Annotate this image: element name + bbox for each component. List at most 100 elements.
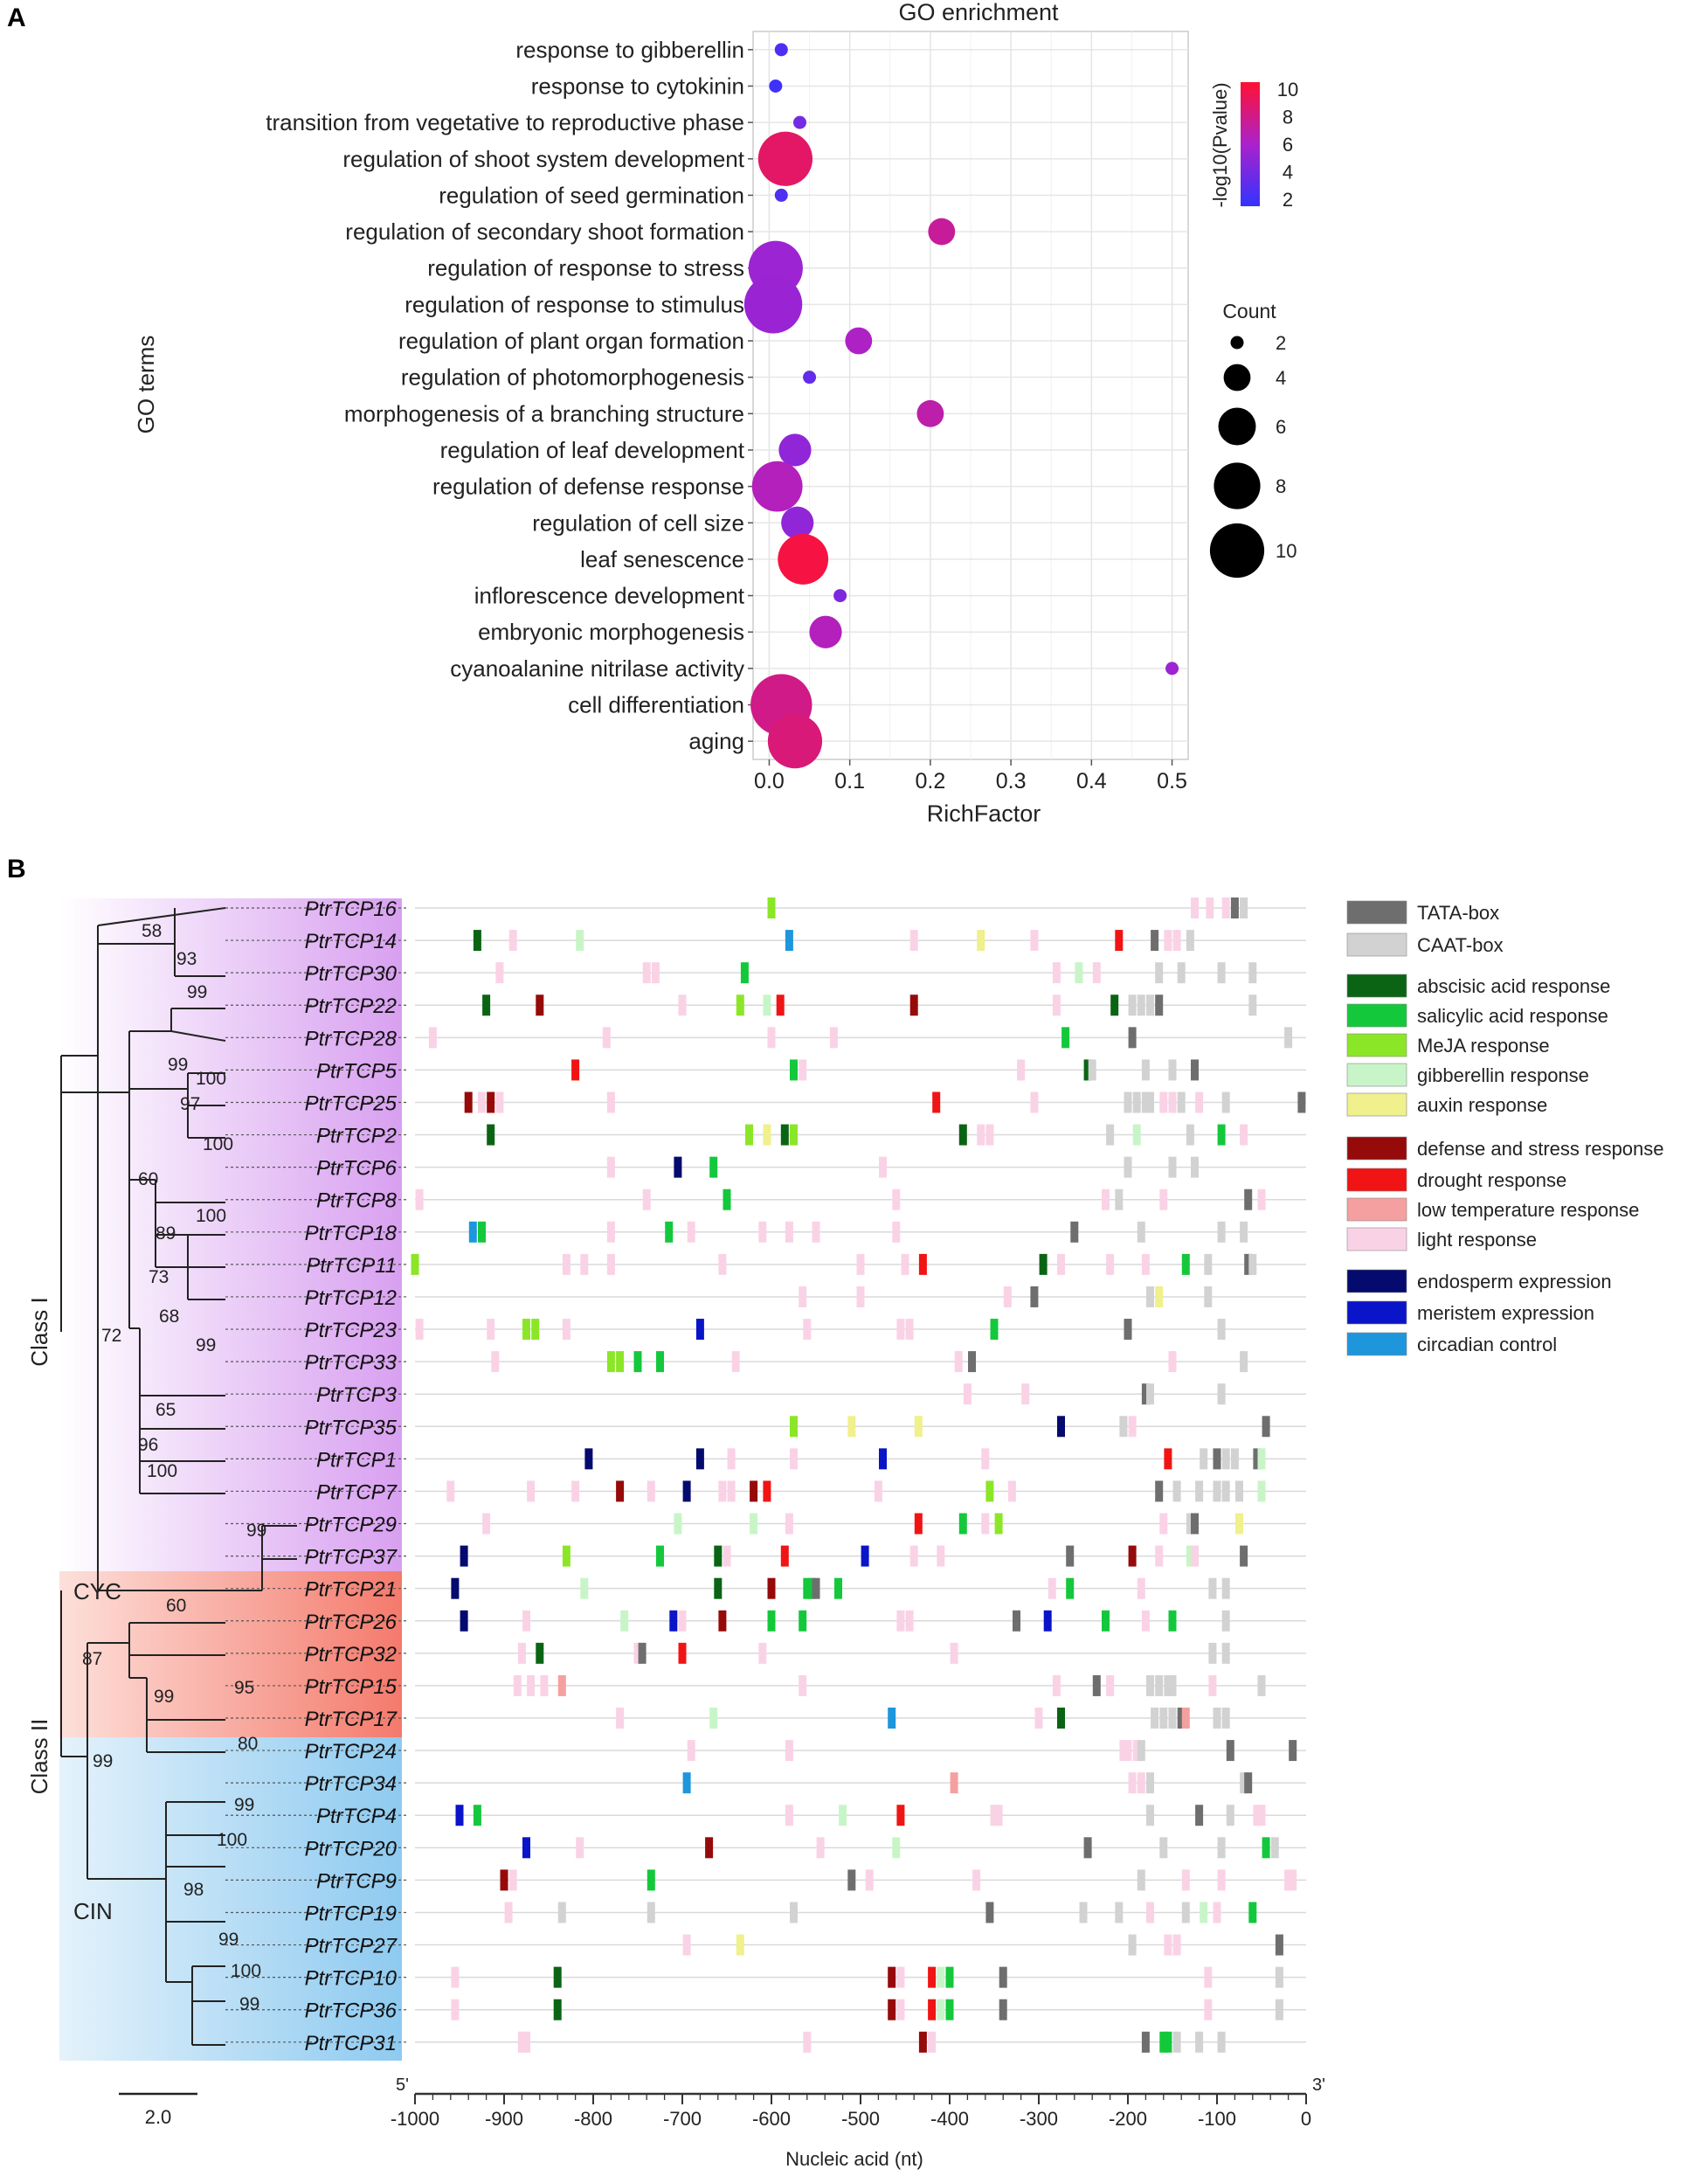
cis-element	[790, 1124, 798, 1146]
panel-a-label: A	[7, 3, 26, 32]
colorbar-tick-label: 6	[1283, 134, 1293, 156]
cis-element	[1235, 1513, 1243, 1535]
bootstrap-labels: 5893999910097100601008973689972659610099…	[82, 921, 266, 2014]
cis-element	[918, 2031, 927, 2053]
cis-element	[522, 2031, 530, 2053]
cis-element	[1230, 1448, 1239, 1470]
cis-element	[1128, 1416, 1137, 1438]
cis-element	[888, 1708, 896, 1729]
cis-element	[487, 1091, 495, 1113]
cis-element	[536, 1642, 544, 1664]
cis-element	[576, 930, 584, 952]
gene-label: PtrTCP7	[316, 1480, 398, 1504]
cis-element	[606, 1351, 615, 1373]
cis-element	[803, 2031, 812, 2053]
cis-element	[892, 1837, 901, 1859]
cis-element	[763, 1124, 771, 1146]
cis-element	[1137, 994, 1145, 1016]
cis-element	[1146, 1902, 1154, 1923]
cis-element	[1128, 1545, 1137, 1567]
colorbar	[1241, 82, 1260, 206]
cis-element	[803, 1577, 812, 1599]
size-legend-circle	[1230, 336, 1244, 350]
cis-element	[1240, 897, 1248, 918]
bootstrap-value: 100	[196, 1069, 226, 1089]
cis-element	[985, 1902, 994, 1923]
gene-label: PtrTCP31	[305, 2032, 397, 2055]
cis-element	[1221, 1091, 1230, 1113]
cis-element	[896, 1999, 905, 2020]
gene-label: PtrTCP36	[305, 1999, 398, 2023]
cis-element	[1146, 1091, 1154, 1113]
gene-label: PtrTCP8	[316, 1189, 398, 1213]
bootstrap-value: 99	[187, 982, 207, 1002]
go-point	[769, 79, 783, 93]
cis-element	[460, 1610, 468, 1632]
cis-element	[1132, 1740, 1141, 1762]
cis-element	[1217, 1221, 1226, 1243]
cis-element	[790, 1416, 798, 1438]
cis-element	[1164, 2031, 1172, 2053]
cis-element	[1141, 1253, 1150, 1275]
gene-label: PtrTCP11	[306, 1254, 397, 1278]
go-term-label: cyanoalanine nitrilase activity	[450, 655, 744, 682]
go-x-tick-label: 0.3	[996, 769, 1027, 793]
colorbar-tick-label: 2	[1283, 189, 1293, 211]
bootstrap-value: 98	[183, 1880, 204, 1900]
go-point	[928, 218, 956, 246]
cis-element	[1186, 1124, 1194, 1146]
cis-element	[1257, 1480, 1266, 1502]
cis-element	[1115, 930, 1124, 952]
cis-element	[950, 1772, 958, 1794]
cis-element	[1248, 1253, 1257, 1275]
cis-element	[1177, 1091, 1186, 1113]
nt-axis-tick-label: -100	[1198, 2108, 1236, 2130]
cis-element	[1146, 1286, 1154, 1307]
cis-element	[1106, 1124, 1115, 1146]
cis-element	[446, 1480, 455, 1502]
go-chart-ylabel: GO terms	[133, 336, 159, 434]
cis-element	[1013, 1610, 1020, 1632]
legend-swatch	[1346, 1197, 1407, 1222]
legend-swatch	[1346, 1227, 1407, 1251]
cis-element	[1248, 994, 1257, 1016]
cis-element	[727, 1480, 736, 1502]
go-term-label: regulation of plant organ formation	[398, 328, 744, 354]
cis-element	[714, 1545, 723, 1567]
gene-label: PtrTCP6	[316, 1157, 398, 1181]
cis-element	[1052, 1674, 1061, 1696]
bootstrap-value: 87	[82, 1649, 102, 1669]
go-point	[833, 589, 847, 603]
cis-element	[527, 1480, 536, 1502]
cis-element	[785, 1740, 793, 1762]
legend-swatch	[1346, 1063, 1407, 1087]
cis-element	[491, 1351, 500, 1373]
cis-element	[909, 994, 918, 1016]
go-point	[781, 506, 814, 539]
bootstrap-value: 80	[238, 1734, 258, 1754]
gene-label: PtrTCP19	[305, 1902, 397, 1925]
cis-element	[785, 1805, 793, 1826]
cis-element	[1146, 994, 1154, 1016]
cis-element	[750, 1480, 758, 1502]
cis-element	[1088, 1059, 1096, 1081]
cis-element	[1186, 1545, 1194, 1567]
bootstrap-value: 58	[142, 921, 162, 941]
legend-label: TATA-box	[1417, 902, 1499, 924]
cis-element	[958, 1513, 967, 1535]
cis-element	[914, 1416, 923, 1438]
cis-element	[1137, 1740, 1145, 1762]
cyc-background	[59, 1571, 402, 1737]
cis-element	[508, 930, 517, 952]
cis-element	[1052, 962, 1061, 984]
nt-axis-tick-label: -800	[574, 2108, 612, 2130]
cis-element	[990, 1319, 999, 1341]
panel-b-label: B	[7, 855, 26, 884]
tree-branch	[97, 907, 226, 926]
go-x-tick-label: 0.2	[916, 769, 946, 793]
go-term-label: regulation of cell size	[532, 509, 744, 536]
cis-element	[937, 1999, 945, 2020]
bootstrap-value: 99	[234, 1795, 254, 1815]
cis-element	[495, 962, 504, 984]
cis-element	[1141, 1383, 1150, 1405]
